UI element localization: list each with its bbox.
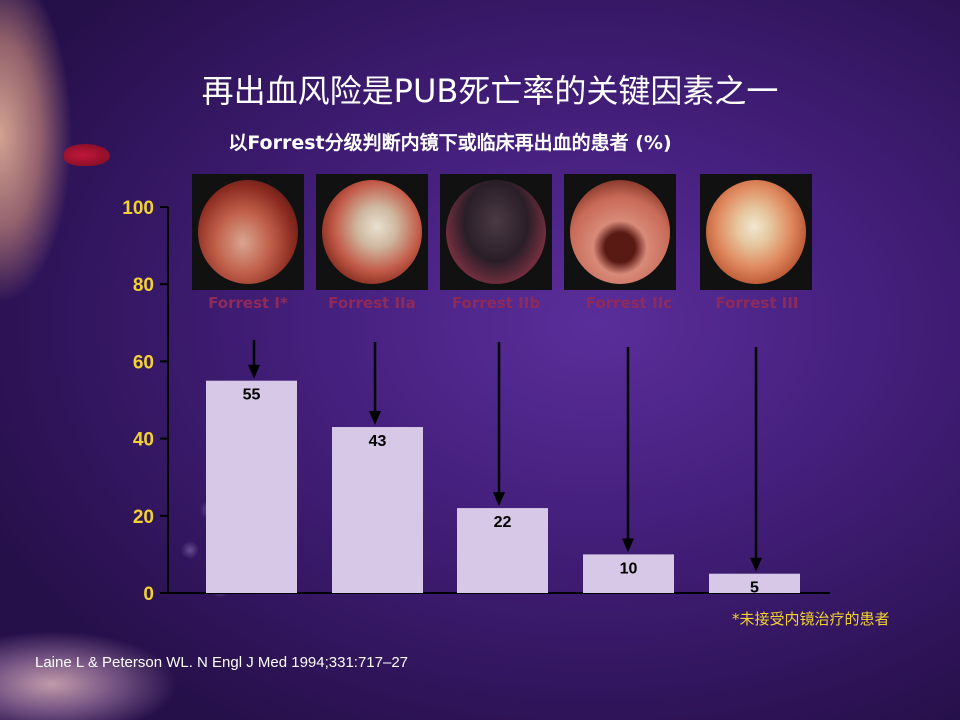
endoscopy-forrest-i-image bbox=[192, 174, 304, 290]
hand-photo bbox=[0, 600, 260, 720]
slide-subtitle: 以Forrest分级判断内镜下或临床再出血的患者 (%) bbox=[228, 132, 672, 154]
citation: Laine L & Peterson WL. N Engl J Med 1994… bbox=[35, 654, 409, 671]
bar-value-label: 55 bbox=[243, 387, 261, 404]
arrowhead-4 bbox=[622, 538, 634, 553]
forrest-label-iii: Forrest III bbox=[715, 294, 799, 312]
bar-value-label: 10 bbox=[620, 560, 638, 577]
slide-title: 再出血风险是PUB死亡率的关键因素之一 bbox=[201, 72, 779, 110]
forrest-label-iia: Forrest IIa bbox=[328, 294, 416, 312]
arrowhead-2 bbox=[369, 411, 381, 426]
forrest-label-iib: Forrest IIb bbox=[451, 294, 541, 312]
arrowhead-5 bbox=[750, 557, 762, 572]
bar-5 bbox=[709, 573, 800, 593]
arrowhead-3 bbox=[493, 492, 505, 507]
y-tick-label: 80 bbox=[133, 275, 154, 296]
y-tick-label: 0 bbox=[143, 584, 154, 605]
bar-value-label: 5 bbox=[750, 580, 759, 597]
y-tick-label: 20 bbox=[133, 507, 154, 528]
endoscopy-forrest-iia-image bbox=[316, 174, 428, 290]
y-tick-label: 40 bbox=[133, 430, 154, 451]
endoscopy-forrest-iib-image bbox=[440, 174, 552, 290]
arrowhead-1 bbox=[248, 364, 260, 379]
lips-graphic bbox=[64, 144, 110, 166]
forrest-label-iic: Forrest IIc bbox=[585, 294, 673, 312]
bar-value-label: 22 bbox=[494, 514, 512, 531]
bar-value-label: 43 bbox=[369, 433, 387, 450]
forrest-label-i: Forrest I* bbox=[208, 294, 288, 312]
endoscopy-forrest-iic-image bbox=[564, 174, 676, 290]
footnote: *未接受内镜治疗的患者 bbox=[732, 610, 890, 628]
endoscopy-forrest-iii-image bbox=[700, 174, 812, 290]
bar-2 bbox=[332, 427, 423, 593]
bar-1 bbox=[206, 380, 297, 593]
bar-4 bbox=[583, 554, 674, 593]
bar-3 bbox=[457, 508, 548, 593]
y-tick-label: 100 bbox=[122, 198, 154, 219]
y-tick-label: 60 bbox=[133, 352, 154, 373]
